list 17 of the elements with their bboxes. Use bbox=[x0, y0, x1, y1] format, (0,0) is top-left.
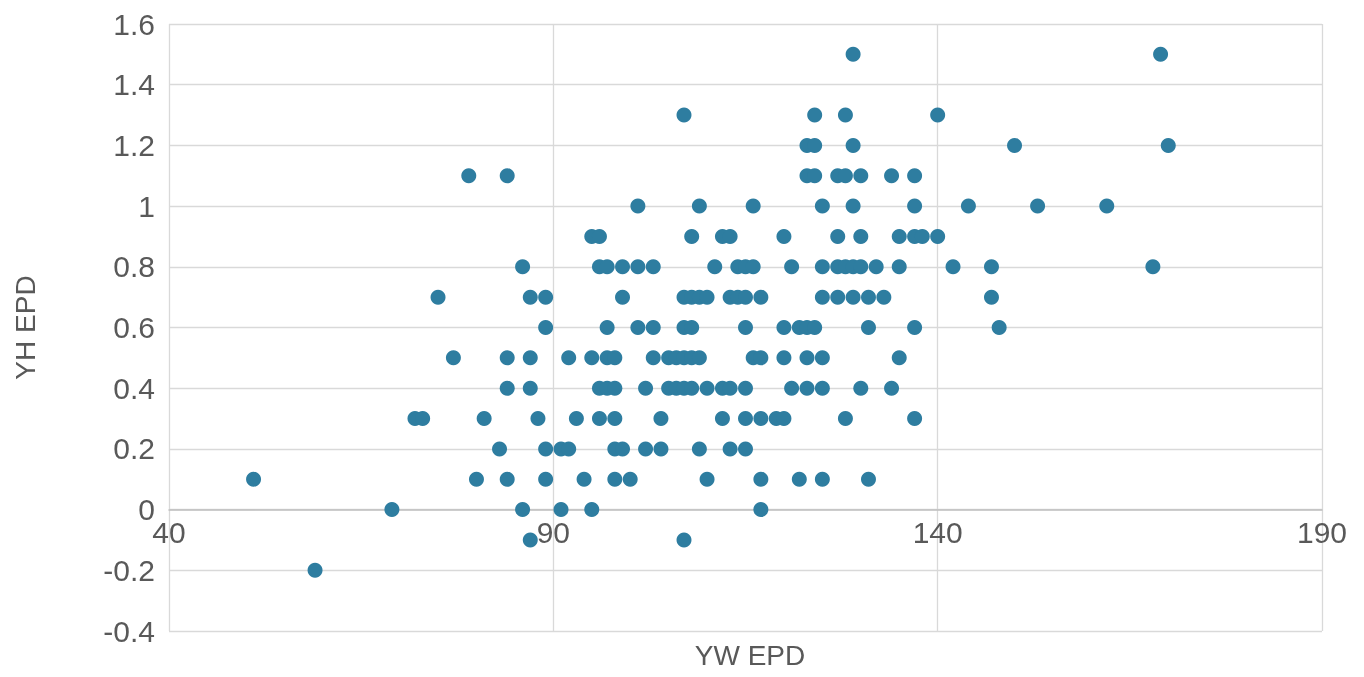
y-tick-label: 0.2 bbox=[113, 432, 155, 466]
y-axis-title: YH EPD bbox=[9, 275, 41, 380]
y-tick-label: 0.8 bbox=[113, 250, 155, 284]
y-tick-label: -0.2 bbox=[103, 553, 155, 587]
y-tick-label: 1.2 bbox=[113, 128, 155, 162]
y-tick-label: 1.6 bbox=[113, 7, 155, 41]
y-tick-label: 1 bbox=[138, 189, 155, 223]
x-tick-label: 40 bbox=[152, 516, 186, 550]
y-tick-label: 1.4 bbox=[113, 68, 155, 102]
y-tick-label: 0.6 bbox=[113, 311, 155, 344]
x-tick-label: 190 bbox=[1296, 516, 1348, 550]
y-tick-label: 0 bbox=[138, 493, 155, 527]
x-tick-label: 140 bbox=[912, 516, 963, 550]
x-tick-label: 90 bbox=[536, 516, 571, 550]
x-axis-title: YW EPD bbox=[694, 639, 806, 671]
y-tick-label: -0.4 bbox=[103, 614, 155, 648]
y-tick-label: 0.4 bbox=[113, 371, 155, 405]
